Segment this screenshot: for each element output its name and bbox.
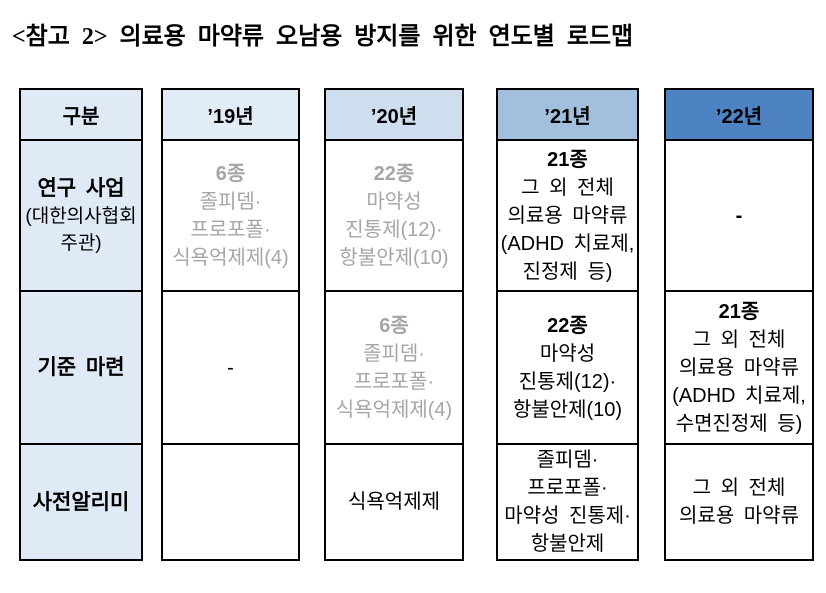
cell-line: 의료용 마약류	[679, 505, 799, 527]
cell-count: 21종	[718, 300, 760, 323]
year-header-2019: ’19년	[163, 90, 298, 141]
cell-line: 식욕억제제(4)	[172, 246, 289, 269]
cell-line: (ADHD 치료제,	[672, 384, 806, 407]
cell-prenotifier-2019	[163, 445, 298, 559]
cell-research-2020: 22종 마약성 진통제(12)· 항불안제(10)	[326, 141, 462, 292]
cell-line: 의료용 마약류	[507, 204, 628, 227]
cell-standards-2019: -	[163, 292, 298, 445]
cell-research-2021: 21종 그 외 전체 의료용 마약류 (ADHD 치료제, 진정제 등)	[498, 141, 637, 292]
row-header-sub: 주관)	[60, 233, 102, 254]
year-header-2021: ’21년	[498, 90, 637, 141]
cell-line: 의료용 마약류	[679, 356, 799, 379]
cell-line: 진정제 등)	[522, 260, 613, 283]
cell-line: 진통제(12)·	[518, 370, 617, 393]
row-header-research: 연구 사업 (대한의사협회 주관)	[21, 141, 141, 292]
year-header-2022: ’22년	[666, 90, 812, 141]
cell-line: 진통제(12)·	[345, 218, 443, 241]
column-2019: ’19년 6종 졸피뎀· 프로포폴· 식욕억제제(4) -	[161, 88, 300, 561]
column-2021: ’21년 21종 그 외 전체 의료용 마약류 (ADHD 치료제, 진정제 등…	[496, 88, 639, 561]
cell-line: 항불안제(10)	[339, 246, 449, 269]
cell-line: 식욕억제제	[348, 491, 440, 513]
cell-line: 그 외 전체	[521, 176, 614, 199]
cell-line: (ADHD 치료제,	[500, 232, 635, 255]
row-header-sub: (대한의사협회	[25, 206, 137, 227]
cell-line: 그 외 전체	[692, 477, 786, 499]
cell-line: 식욕억제제(4)	[335, 398, 453, 421]
cell-line: 수면진정제 등)	[675, 412, 803, 435]
cell-line: 항불안제	[530, 533, 605, 555]
row-header-main: 기준 마련	[37, 356, 125, 379]
cell-line: 마약성	[539, 342, 596, 365]
category-header: 구분	[21, 90, 141, 141]
cell-count: 22종	[547, 314, 588, 337]
roadmap-page: <참고 2> 의료용 마약류 오남용 방지를 위한 연도별 로드맵 구분 연구 …	[0, 16, 826, 561]
cell-line: 그 외 전체	[692, 328, 786, 351]
cell-prenotifier-2022: 그 외 전체 의료용 마약류	[666, 445, 812, 559]
row-header-main: 사전알리미	[32, 490, 130, 514]
cell-count: 22종	[373, 162, 415, 185]
cell-count: 6종	[215, 162, 246, 185]
year-header-2020: ’20년	[326, 90, 462, 141]
cell-line: 마약성	[366, 190, 422, 213]
cell-line: 졸피뎀·	[536, 449, 599, 471]
cell-count: 21종	[547, 148, 588, 171]
dash: -	[735, 204, 743, 227]
cell-line: 프로포폴·	[353, 370, 435, 393]
cell-standards-2020: 6종 졸피뎀· 프로포폴· 식욕억제제(4)	[326, 292, 462, 445]
cell-standards-2022: 21종 그 외 전체 의료용 마약류 (ADHD 치료제, 수면진정제 등)	[666, 292, 812, 445]
roadmap-table: 구분 연구 사업 (대한의사협회 주관) 기준 마련 사전알리미 ’19년 6종…	[19, 88, 826, 561]
row-header-main: 연구 사업	[37, 177, 125, 200]
cell-standards-2021: 22종 마약성 진통제(12)· 항불안제(10)	[498, 292, 637, 445]
cell-prenotifier-2021: 졸피뎀· 프로포폴· 마약성 진통제· 항불안제	[498, 445, 637, 559]
cell-line: 항불안제(10)	[512, 398, 623, 421]
dash: -	[227, 356, 234, 379]
page-title: <참고 2> 의료용 마약류 오남용 방지를 위한 연도별 로드맵	[12, 24, 634, 50]
cell-count: 6종	[379, 314, 409, 337]
cell-prenotifier-2020: 식욕억제제	[326, 445, 462, 559]
cell-research-2022: -	[666, 141, 812, 292]
column-2022: ’22년 - 21종 그 외 전체 의료용 마약류 (ADHD 치료제, 수면진…	[664, 88, 814, 561]
cell-line: 졸피뎀·	[363, 342, 425, 365]
cell-line: 졸피뎀·	[199, 190, 262, 213]
column-category: 구분 연구 사업 (대한의사협회 주관) 기준 마련 사전알리미	[19, 88, 143, 561]
cell-research-2019: 6종 졸피뎀· 프로포폴· 식욕억제제(4)	[163, 141, 298, 292]
cell-line: 프로포폴·	[527, 477, 608, 499]
cell-line: 프로포폴·	[190, 218, 271, 241]
cell-line: 마약성 진통제·	[504, 505, 631, 527]
row-header-standards: 기준 마련	[21, 292, 141, 445]
column-2020: ’20년 22종 마약성 진통제(12)· 항불안제(10) 6종 졸피뎀· 프…	[324, 88, 464, 561]
row-header-prenotifier: 사전알리미	[21, 445, 141, 559]
